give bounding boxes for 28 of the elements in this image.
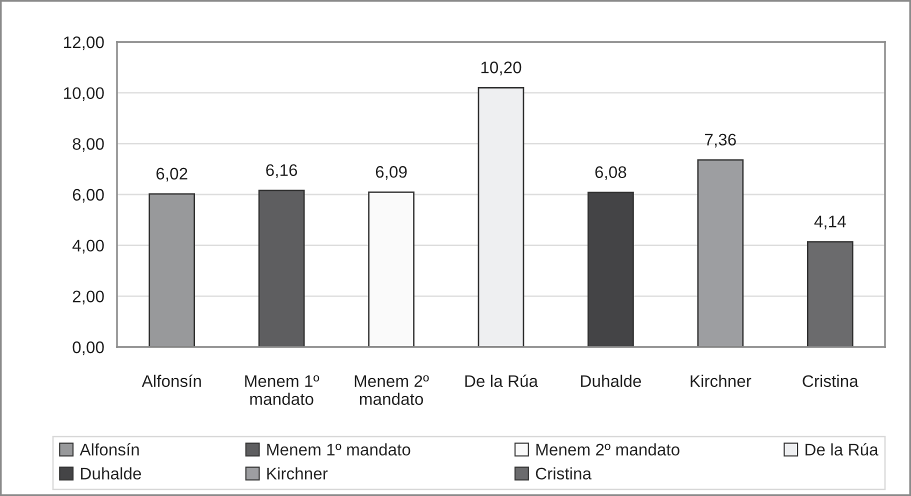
x-tick-label: Duhalde	[581, 374, 642, 388]
x-tick-label: Cristina	[802, 374, 858, 388]
y-tick-label: 12,00	[64, 36, 104, 50]
data-label: 6,08	[595, 166, 626, 180]
y-tick-label: 4,00	[72, 240, 104, 254]
legend-label: Kirchner	[267, 467, 328, 480]
y-tick-label: 0,00	[72, 341, 104, 356]
y-tick-label: 8,00	[72, 138, 104, 152]
y-tick-label: 2,00	[72, 290, 104, 304]
legend-label: Menem 2º mandato	[536, 443, 680, 456]
legend-label: Duhalde	[81, 467, 142, 480]
y-tick-label: 6,00	[72, 188, 104, 203]
data-label: 4,14	[814, 216, 846, 230]
x-tick-label: De la Rúa	[465, 374, 538, 388]
legend-label: Menem 1º mandato	[267, 443, 410, 456]
data-label: 6,02	[156, 168, 188, 182]
y-tick-label: 10,00	[64, 87, 104, 102]
legend-label: De la Rúa	[806, 443, 878, 456]
legend-label: Cristina	[536, 467, 592, 480]
x-tick-label: Menem 1º mandato	[245, 375, 320, 405]
legend-label: Alfonsín	[80, 443, 139, 456]
x-tick-label: Menem 2º mandato	[354, 375, 429, 405]
data-label: 10,20	[481, 62, 522, 76]
data-label: 6,16	[266, 164, 298, 178]
data-label: 6,09	[376, 166, 407, 180]
x-tick-label: Alfonsín	[142, 374, 201, 388]
x-tick-label: Kirchner	[690, 374, 752, 388]
data-label: 7,36	[705, 134, 736, 148]
